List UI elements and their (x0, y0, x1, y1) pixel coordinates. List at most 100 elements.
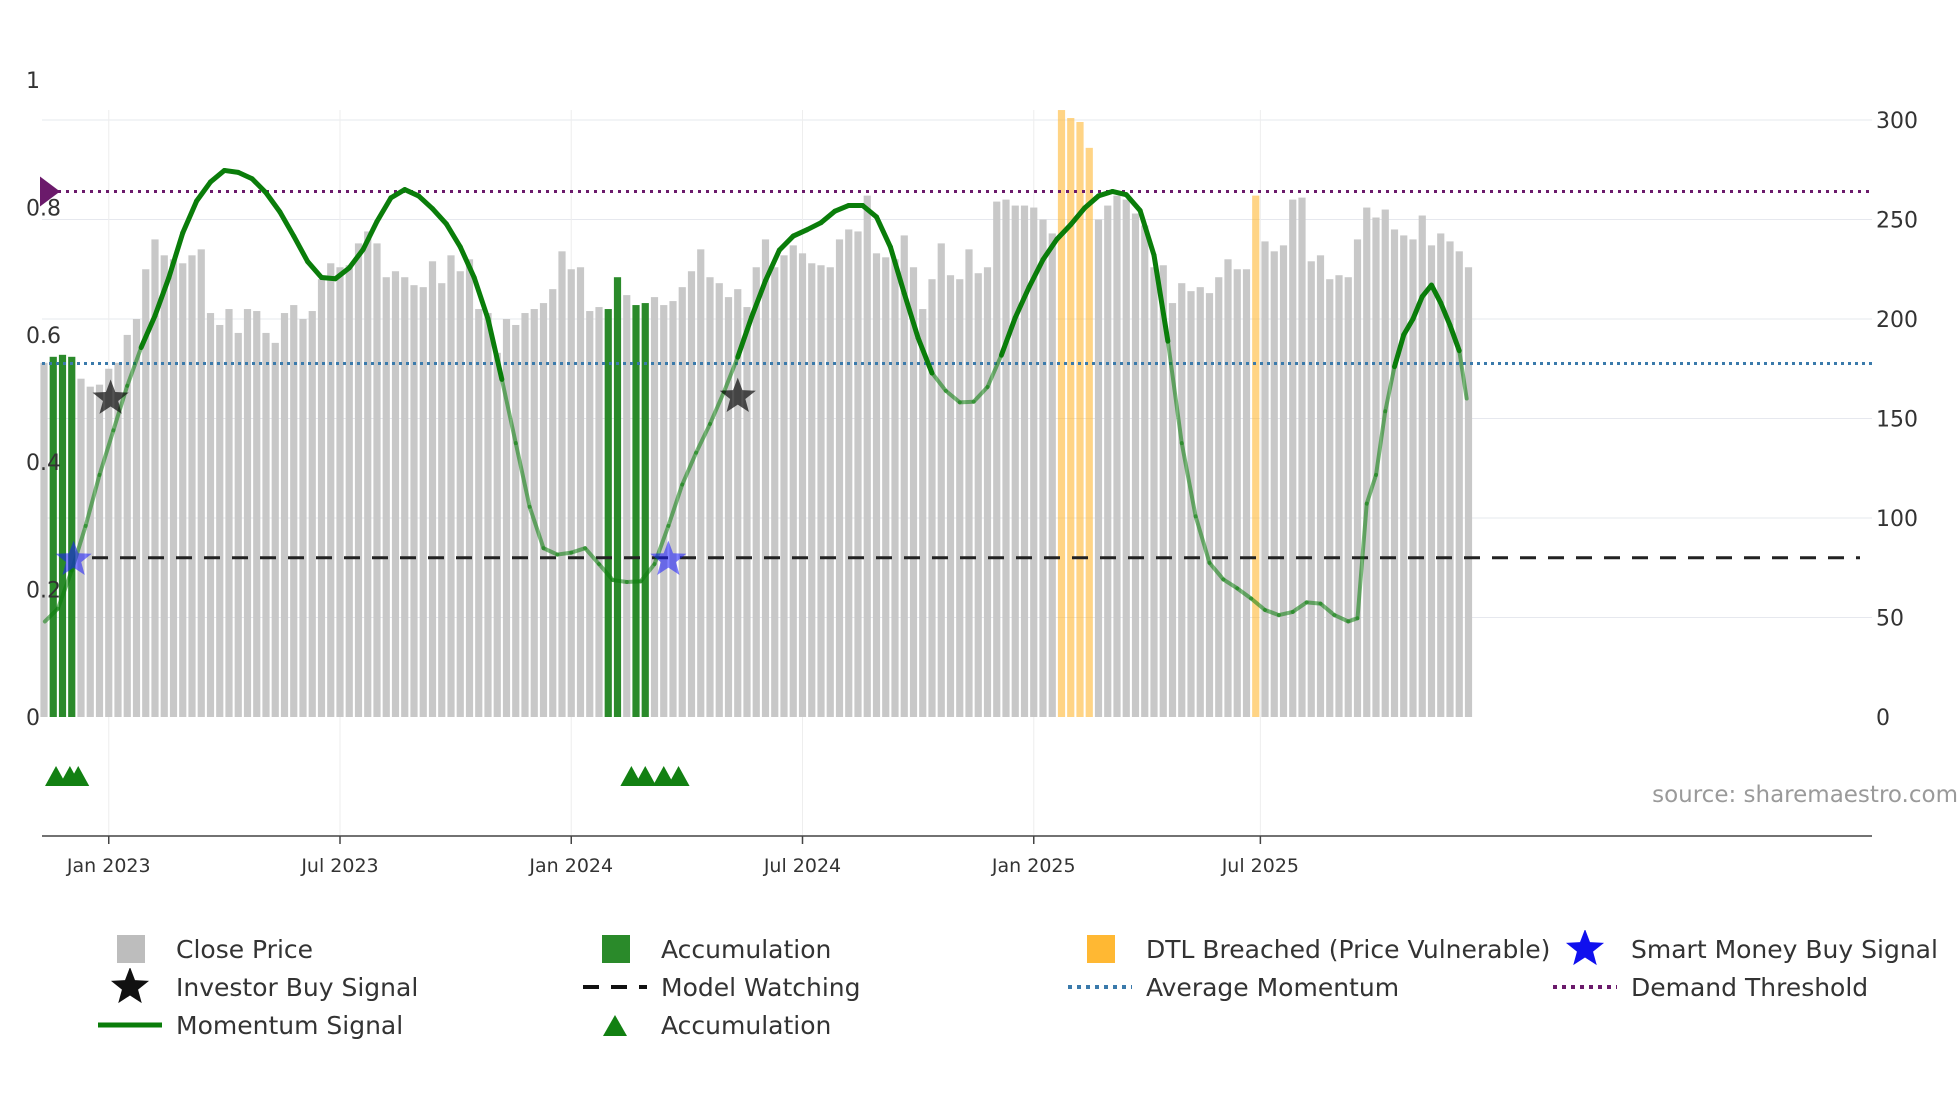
close-price-bar (364, 231, 372, 717)
momentum-signal-segment (180, 198, 200, 236)
close-price-bar (1178, 283, 1186, 717)
close-price-bar (308, 311, 316, 717)
close-price-bar (1113, 195, 1121, 717)
right-axis-tick-label: 50 (1876, 607, 1904, 632)
legend-symbol-investor-icon (90, 968, 170, 1006)
close-price-bar (743, 307, 751, 717)
close-price-bar (410, 285, 418, 717)
momentum-signal-segment (763, 247, 782, 284)
close-price-bar (1030, 207, 1038, 717)
close-price-bar (317, 279, 326, 717)
momentum-signal-segment (1082, 193, 1101, 211)
momentum-signal-segment (1429, 282, 1444, 306)
close-price-bar (123, 334, 131, 717)
momentum-signal-segment (790, 227, 810, 239)
close-price-bar (262, 332, 270, 717)
close-price-bar (493, 352, 501, 717)
momentum-signal-segment (499, 377, 518, 446)
momentum-signal-segment (277, 209, 297, 239)
momentum-signal-segment (485, 316, 505, 382)
momentum-signal-segment (597, 562, 615, 583)
close-price-bar (438, 283, 446, 717)
close-price-bar (336, 267, 344, 717)
close-price-bar (253, 311, 261, 717)
momentum-signal-segment (776, 233, 796, 253)
momentum-signal-segment (402, 187, 422, 199)
close-price-bar (928, 279, 936, 717)
smart-money-buy-signal-icon (55, 540, 92, 576)
momentum-signal-segment (971, 385, 990, 404)
close-price-bar (1335, 275, 1343, 717)
close-price-bar (558, 251, 566, 717)
close-price-bar (798, 253, 807, 717)
close-price-bar (1381, 209, 1389, 718)
close-price-bar (919, 309, 927, 717)
close-price-bar (1400, 235, 1408, 718)
close-price-bar (1141, 225, 1149, 717)
close-price-bar (1104, 205, 1112, 717)
x-axis-date-label: Jul 2023 (300, 855, 378, 877)
momentum-signal-segment (804, 220, 824, 233)
signal-markers (45, 377, 756, 786)
momentum-signal-segment (749, 278, 768, 320)
close-price-bar (1215, 277, 1223, 717)
close-price-bar (401, 277, 409, 717)
close-price-bar (1326, 279, 1334, 717)
close-price-bar (502, 319, 511, 717)
right-axis-tick-label: 300 (1876, 109, 1918, 134)
close-price-bar (1150, 267, 1158, 717)
accumulation-triangle-icon (620, 766, 643, 786)
close-price-bar (872, 253, 881, 717)
momentum-signal-segment (680, 450, 699, 487)
legend-item-accum-tri: Accumulation (575, 1006, 831, 1044)
legend-symbol-accum-bar-icon (575, 930, 655, 968)
close-price-bar (946, 275, 955, 717)
right-axis-tick-label: 0 (1876, 706, 1890, 731)
momentum-signal-segment (694, 421, 712, 455)
close-price-bar (752, 267, 760, 717)
close-price-bar (1242, 269, 1251, 717)
momentum-signal-segment (1290, 600, 1309, 614)
momentum-signal-segment (583, 546, 601, 567)
close-price-bar (151, 239, 159, 717)
momentum-signal-segment (208, 167, 227, 185)
momentum-signal-segment (235, 169, 255, 182)
momentum-signal-segment (1249, 596, 1267, 612)
close-price-bar (1270, 251, 1278, 717)
momentum-signal-segment (1207, 560, 1226, 582)
close-price-bar (789, 245, 797, 717)
close-price-bar (86, 386, 94, 717)
close-price-bar (1390, 229, 1399, 717)
close-price-bar (891, 259, 899, 717)
momentum-signal-segment (443, 221, 463, 250)
momentum-signal-segment (97, 428, 116, 477)
x-axis-date-label: Jul 2025 (1221, 855, 1299, 877)
momentum-signal-segment (152, 274, 172, 319)
momentum-signal-segment (1410, 294, 1425, 322)
accumulation-triangle-icon (67, 766, 90, 786)
legend-item-avg: Average Momentum (1060, 968, 1399, 1006)
close-price-bar (1020, 205, 1029, 717)
close-price-bar (539, 303, 548, 717)
close-price-bar (1437, 233, 1445, 717)
close-price-bar (530, 309, 538, 717)
close-price-bar (808, 263, 816, 717)
close-price-bar (1196, 287, 1204, 717)
investor-buy-signal-icon (92, 379, 129, 414)
legend-symbol-accum-tri-icon (575, 1006, 655, 1044)
legend-item-accum-bar: Accumulation (575, 930, 831, 968)
close-price-bar (771, 267, 779, 717)
dtl-breached-bar (1057, 110, 1066, 718)
close-price-bar (1344, 277, 1352, 717)
close-price-bar (160, 255, 168, 717)
legend-label: Close Price (176, 934, 314, 964)
close-price-bar (1427, 245, 1436, 717)
momentum-signal-segment (1026, 257, 1046, 290)
momentum-signal-segment (1276, 609, 1295, 618)
legend-label: Demand Threshold (1631, 972, 1869, 1002)
legend: Close Price Accumulation DTL Breached (Pri… (90, 930, 1950, 1060)
dtl-breached-bar (1067, 118, 1075, 717)
close-price-bar (1094, 219, 1103, 717)
legend-label: Momentum Signal (176, 1010, 404, 1040)
momentum-signal-segment (346, 246, 366, 271)
